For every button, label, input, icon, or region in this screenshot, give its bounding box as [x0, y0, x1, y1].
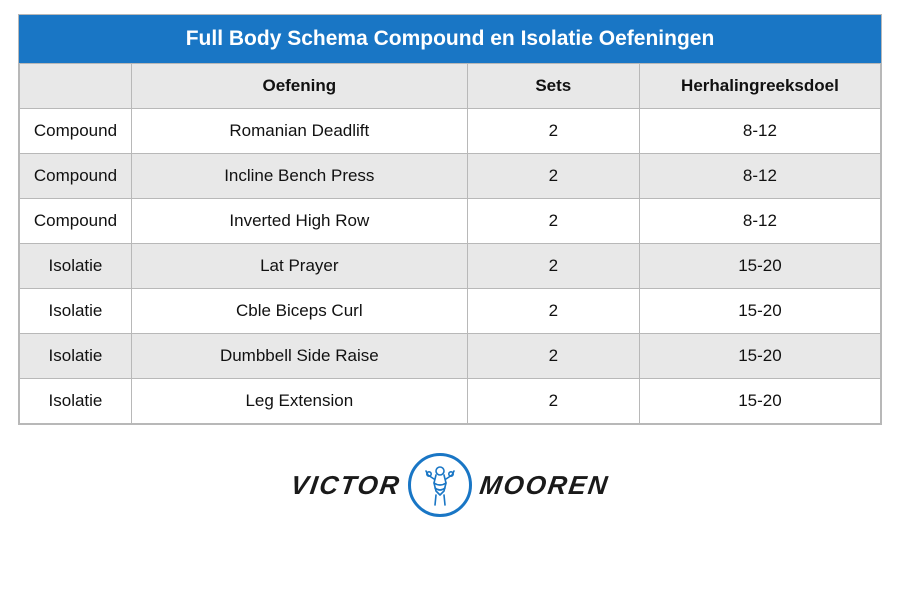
cell-reps: 15-20	[639, 334, 880, 379]
exercise-table: Oefening Sets Herhalingreeksdoel Compoun…	[19, 63, 881, 424]
cell-type: Isolatie	[20, 334, 132, 379]
cell-reps: 8-12	[639, 199, 880, 244]
cell-type: Compound	[20, 154, 132, 199]
cell-exercise: Incline Bench Press	[131, 154, 467, 199]
cell-type: Isolatie	[20, 244, 132, 289]
cell-reps: 15-20	[639, 379, 880, 424]
cell-reps: 15-20	[639, 289, 880, 334]
cell-sets: 2	[467, 109, 639, 154]
col-header-type	[20, 64, 132, 109]
cell-type: Compound	[20, 109, 132, 154]
cell-sets: 2	[467, 334, 639, 379]
col-header-reps: Herhalingreeksdoel	[639, 64, 880, 109]
logo-text-left: VICTOR	[288, 470, 402, 501]
cell-exercise: Dumbbell Side Raise	[131, 334, 467, 379]
cell-reps: 8-12	[639, 109, 880, 154]
cell-exercise: Lat Prayer	[131, 244, 467, 289]
cell-type: Isolatie	[20, 289, 132, 334]
table-title: Full Body Schema Compound en Isolatie Oe…	[19, 15, 881, 63]
cell-exercise: Inverted High Row	[131, 199, 467, 244]
table-row: CompoundRomanian Deadlift28-12	[20, 109, 881, 154]
table-body: CompoundRomanian Deadlift28-12CompoundIn…	[20, 109, 881, 424]
table-row: IsolatieDumbbell Side Raise215-20	[20, 334, 881, 379]
table-row: CompoundInverted High Row28-12	[20, 199, 881, 244]
brand-logo: VICTOR MOOREN	[18, 453, 882, 517]
table-row: IsolatieLat Prayer215-20	[20, 244, 881, 289]
logo-muscle-icon	[408, 453, 472, 517]
cell-sets: 2	[467, 199, 639, 244]
col-header-exercise: Oefening	[131, 64, 467, 109]
cell-exercise: Cble Biceps Curl	[131, 289, 467, 334]
cell-type: Compound	[20, 199, 132, 244]
cell-type: Isolatie	[20, 379, 132, 424]
cell-sets: 2	[467, 379, 639, 424]
table-header-row: Oefening Sets Herhalingreeksdoel	[20, 64, 881, 109]
logo-text-right: MOOREN	[478, 470, 611, 501]
cell-reps: 8-12	[639, 154, 880, 199]
table-row: IsolatieCble Biceps Curl215-20	[20, 289, 881, 334]
cell-exercise: Romanian Deadlift	[131, 109, 467, 154]
col-header-sets: Sets	[467, 64, 639, 109]
cell-reps: 15-20	[639, 244, 880, 289]
table-row: CompoundIncline Bench Press28-12	[20, 154, 881, 199]
schema-table-container: Full Body Schema Compound en Isolatie Oe…	[18, 14, 882, 425]
cell-sets: 2	[467, 154, 639, 199]
table-row: IsolatieLeg Extension215-20	[20, 379, 881, 424]
cell-sets: 2	[467, 289, 639, 334]
cell-sets: 2	[467, 244, 639, 289]
cell-exercise: Leg Extension	[131, 379, 467, 424]
